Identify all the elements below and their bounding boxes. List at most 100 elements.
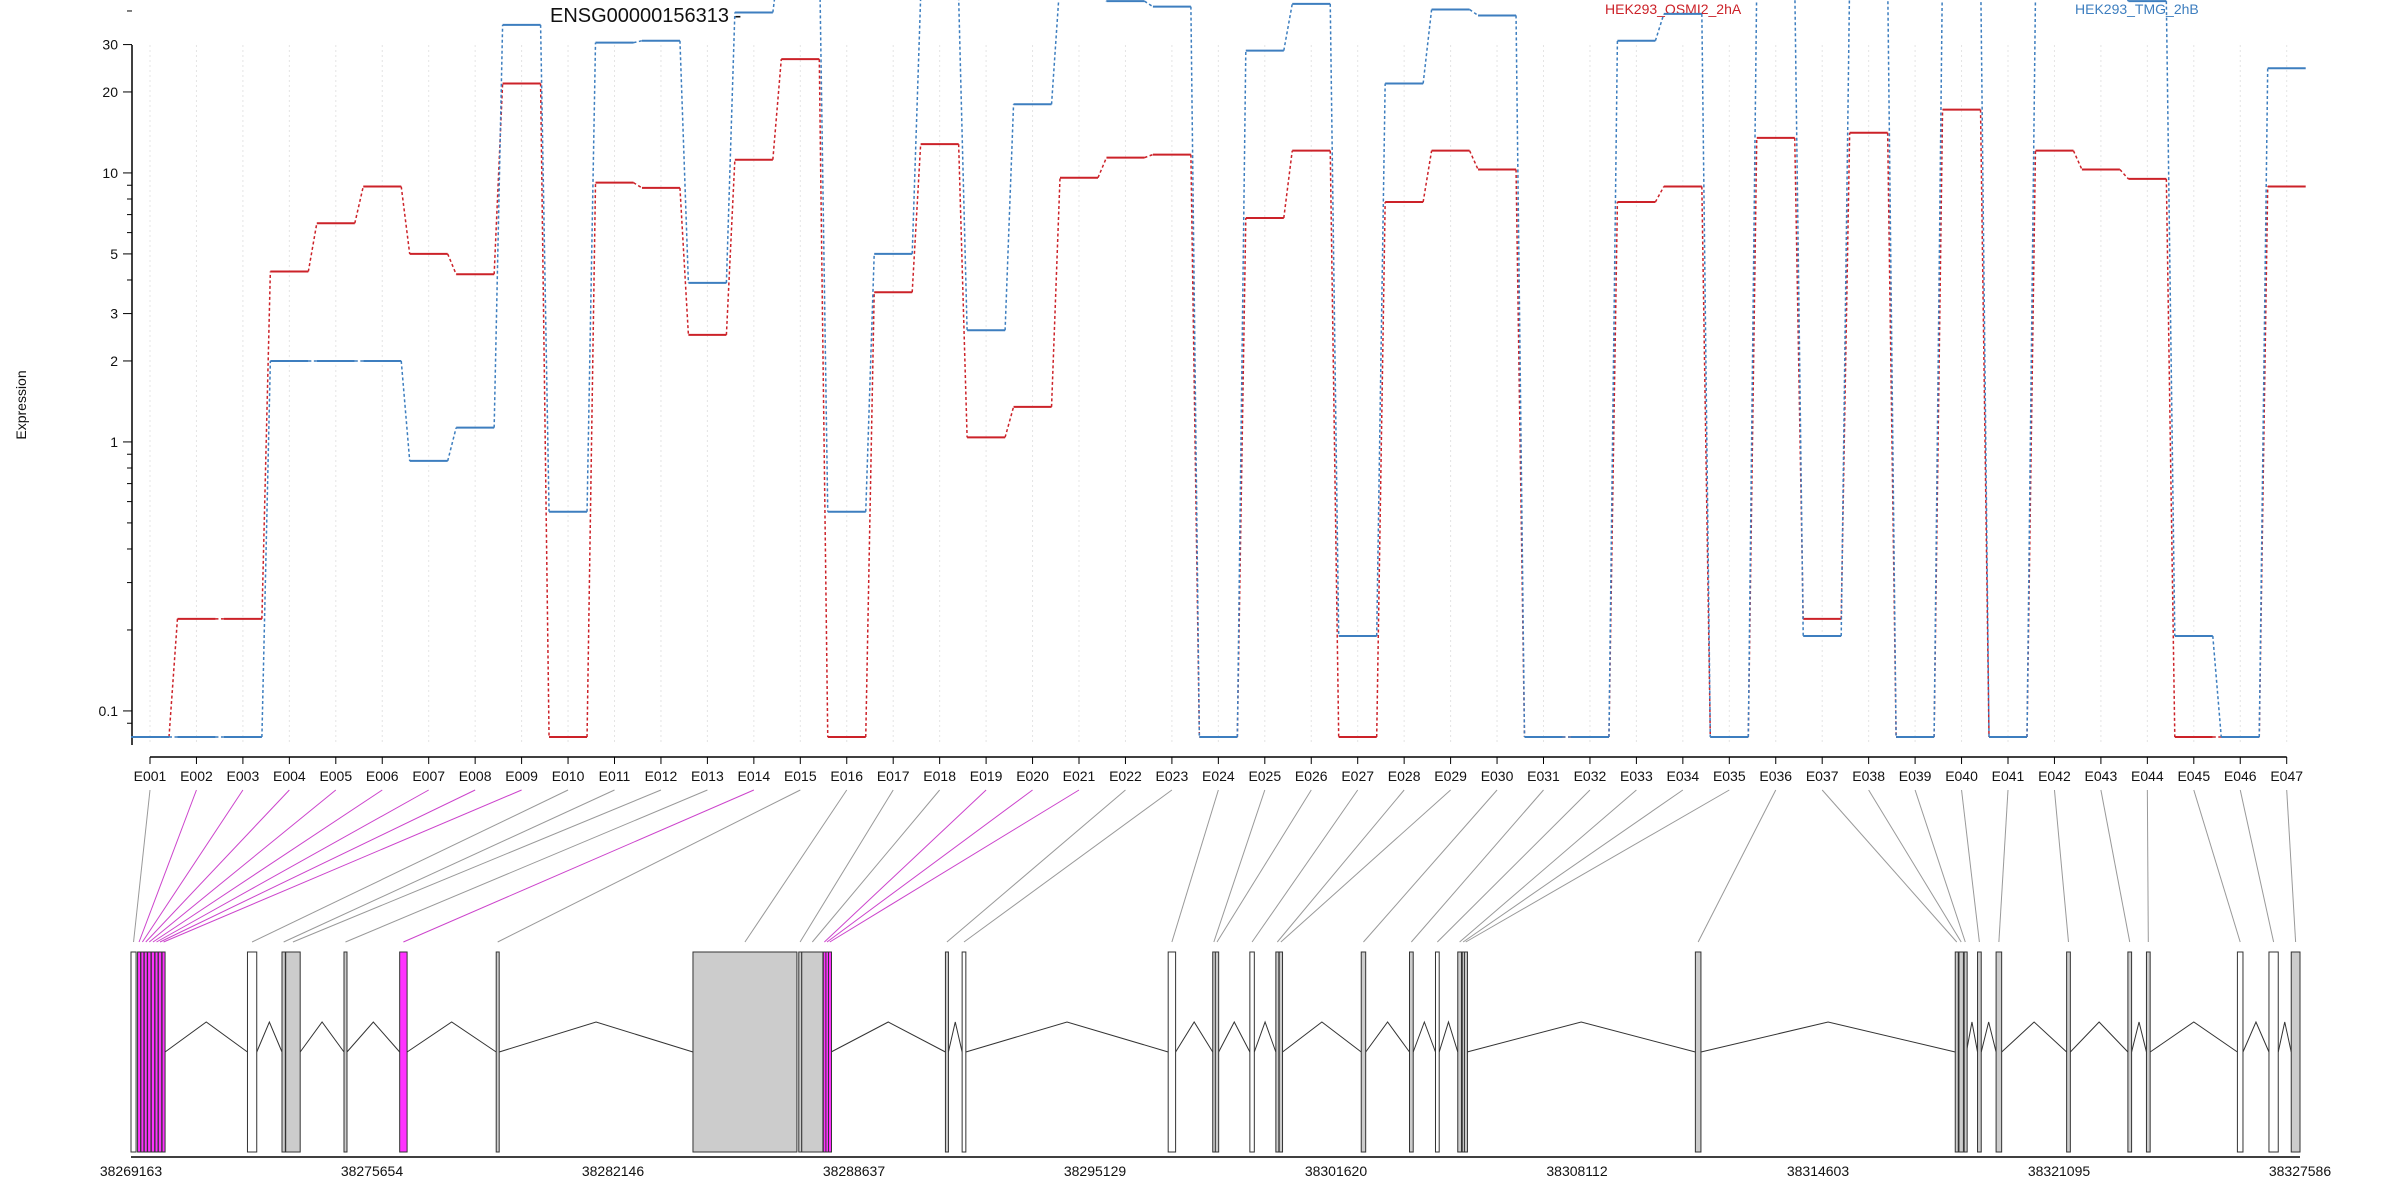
intron-line bbox=[1365, 1021, 1410, 1053]
x-tick-label: E028 bbox=[1388, 768, 1421, 784]
intron-line bbox=[1700, 1021, 1956, 1053]
exon-connector bbox=[824, 789, 987, 943]
intron-line bbox=[1412, 1020, 1436, 1053]
exon-connector bbox=[283, 789, 615, 943]
exon-box bbox=[246, 951, 258, 1153]
series-connector bbox=[1375, 201, 1386, 738]
genome-tick-label: 38301620 bbox=[1305, 1163, 1368, 1179]
series-connector bbox=[1979, 109, 1990, 738]
exon-connectors bbox=[133, 789, 2297, 943]
exon-box bbox=[137, 951, 142, 1153]
exon-box bbox=[827, 951, 832, 1153]
series-connector bbox=[1236, 50, 1247, 738]
legend-entry-osmi2: HEK293_OSMI2_2hA bbox=[1605, 1, 1742, 17]
series-connector bbox=[725, 159, 736, 335]
exon-connector bbox=[2053, 789, 2069, 943]
series-connector bbox=[725, 12, 736, 283]
y-tick-label: 3 bbox=[110, 306, 118, 322]
x-tick-label: E040 bbox=[1945, 768, 1978, 784]
exon-connector bbox=[403, 789, 755, 943]
exon-connector bbox=[1459, 789, 1637, 943]
intron-line bbox=[1965, 1021, 1979, 1053]
intron-line bbox=[299, 1021, 345, 1053]
series-connector bbox=[1840, 132, 1851, 619]
exon-connector bbox=[1280, 789, 1451, 943]
intron-line bbox=[2001, 1021, 2067, 1053]
exon-box bbox=[1278, 951, 1284, 1153]
intron-line bbox=[256, 1020, 283, 1053]
exon-connector bbox=[1821, 789, 1958, 943]
x-tick-label: E014 bbox=[737, 768, 770, 784]
exon-box bbox=[140, 951, 145, 1153]
exon-box bbox=[281, 951, 286, 1153]
exon-connector bbox=[799, 789, 894, 943]
exon-connector bbox=[133, 789, 151, 943]
y-tick-label: 2 bbox=[110, 353, 118, 369]
intron-line bbox=[1253, 1020, 1277, 1053]
intron-line bbox=[2242, 1020, 2270, 1053]
x-tick-label: E046 bbox=[2224, 768, 2257, 784]
exon-box bbox=[1963, 951, 1968, 1153]
x-tick-label: E024 bbox=[1202, 768, 1235, 784]
exon-connector bbox=[1213, 789, 1266, 943]
series-connector bbox=[1050, 0, 1060, 105]
x-tick-label: E032 bbox=[1574, 768, 1607, 784]
series-connector bbox=[865, 253, 875, 512]
series-connector bbox=[957, 144, 968, 438]
series-connector bbox=[1105, 0, 1108, 2]
series-connector bbox=[400, 360, 411, 461]
exon-connector bbox=[1410, 789, 1544, 943]
x-tick-label: E034 bbox=[1666, 768, 1699, 784]
exon-box bbox=[2236, 951, 2244, 1153]
series-connector bbox=[2258, 68, 2269, 738]
intron-line bbox=[1175, 1021, 1214, 1053]
series-connector bbox=[1468, 150, 1479, 170]
x-tick-label: E016 bbox=[830, 768, 863, 784]
series-connector bbox=[957, 0, 968, 331]
exon-connector bbox=[251, 789, 569, 943]
y-axis: 0.1123510203050 bbox=[99, 10, 133, 745]
series-connector bbox=[1422, 150, 1433, 203]
x-tick-label: E007 bbox=[412, 768, 445, 784]
exon-connector bbox=[2100, 789, 2131, 943]
exon-connector bbox=[2239, 789, 2275, 943]
series-connector bbox=[586, 42, 597, 512]
series-connector bbox=[1190, 154, 1201, 738]
x-tick-label: E008 bbox=[459, 768, 492, 784]
exon-connector bbox=[2193, 789, 2241, 943]
series-connector bbox=[1794, 0, 1804, 636]
x-tick-label: E042 bbox=[2038, 768, 2071, 784]
y-tick-label: 10 bbox=[102, 165, 118, 181]
x-tick-label: E004 bbox=[273, 768, 306, 784]
exon-connector bbox=[159, 789, 476, 943]
series-connector bbox=[865, 292, 875, 738]
exon-box bbox=[2066, 951, 2071, 1153]
exon-box bbox=[161, 951, 166, 1153]
series-connector bbox=[1144, 0, 1154, 8]
x-tick-label: E023 bbox=[1156, 768, 1189, 784]
series-connector bbox=[1329, 150, 1340, 738]
series-connector bbox=[168, 618, 179, 738]
x-tick-label: E027 bbox=[1341, 768, 1374, 784]
exon-connector bbox=[1998, 789, 2009, 943]
exon-box bbox=[143, 951, 148, 1153]
series-connector bbox=[1236, 217, 1247, 738]
x-tick-label: E041 bbox=[1992, 768, 2025, 784]
exon-box bbox=[154, 951, 159, 1153]
exon-box bbox=[2127, 951, 2133, 1153]
exon-connector bbox=[811, 789, 941, 943]
series-connector bbox=[1004, 104, 1015, 331]
series-connector bbox=[679, 40, 690, 283]
x-tick-label: E012 bbox=[645, 768, 678, 784]
series-connector bbox=[1886, 132, 1897, 738]
y-tick-label: 5 bbox=[110, 246, 118, 262]
x-tick-label: E035 bbox=[1713, 768, 1746, 784]
series-connector bbox=[2119, 168, 2129, 180]
x-tick-label: E021 bbox=[1063, 768, 1096, 784]
exon-connector bbox=[145, 789, 290, 943]
exon-connector bbox=[1276, 789, 1405, 943]
exon-connector bbox=[292, 789, 662, 943]
exon-box bbox=[944, 951, 949, 1153]
x-tick-label: E020 bbox=[1016, 768, 1049, 784]
x-tick-label: E002 bbox=[180, 768, 213, 784]
